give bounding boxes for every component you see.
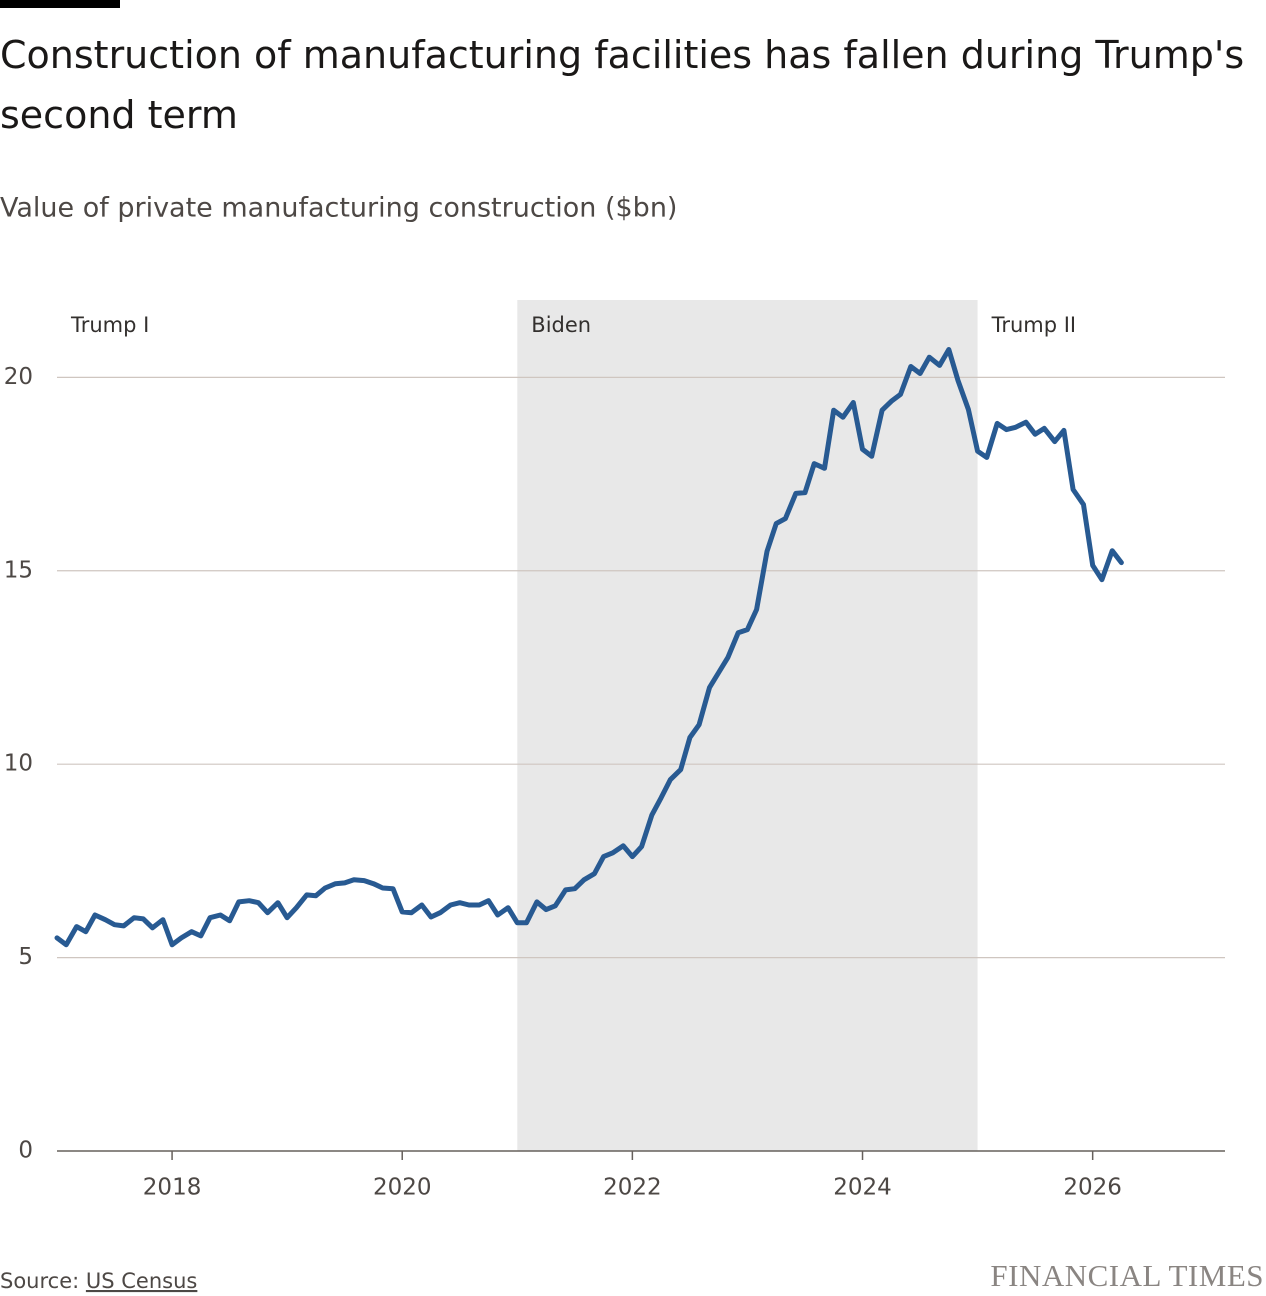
- chart-title: Construction of manufacturing facilities…: [0, 33, 1244, 137]
- data-line: [54, 347, 1124, 948]
- x-tick-label: 2022: [603, 1175, 662, 1201]
- plot: Trump I Biden Trump II 0 5 10 15 20 2018 2020 2022…: [4, 300, 1225, 1201]
- publisher: FINANCIAL TIMES: [990, 1258, 1264, 1293]
- source-label: Source:: [0, 1269, 79, 1293]
- source-link[interactable]: US Census: [86, 1269, 197, 1293]
- period-label: Trump II: [991, 313, 1077, 337]
- x-tick-label: 2026: [1063, 1175, 1122, 1201]
- brand-bar: [0, 0, 120, 8]
- source: Source: US Census: [0, 1269, 197, 1293]
- period-label: Trump I: [70, 313, 149, 337]
- y-tick-label: 20: [4, 364, 33, 390]
- chart-subtitle: Value of private manufacturing construct…: [0, 193, 677, 224]
- x-tick-label: 2024: [833, 1175, 892, 1201]
- y-tick-label: 5: [18, 944, 33, 970]
- x-tick-label: 2018: [143, 1175, 202, 1201]
- x-tick-label: 2020: [373, 1175, 432, 1201]
- y-tick-label: 0: [18, 1138, 33, 1164]
- period-shade: [517, 300, 978, 1151]
- y-tick-label: 15: [4, 557, 33, 583]
- period-label: Biden: [531, 313, 591, 337]
- y-tick-label: 10: [4, 751, 33, 777]
